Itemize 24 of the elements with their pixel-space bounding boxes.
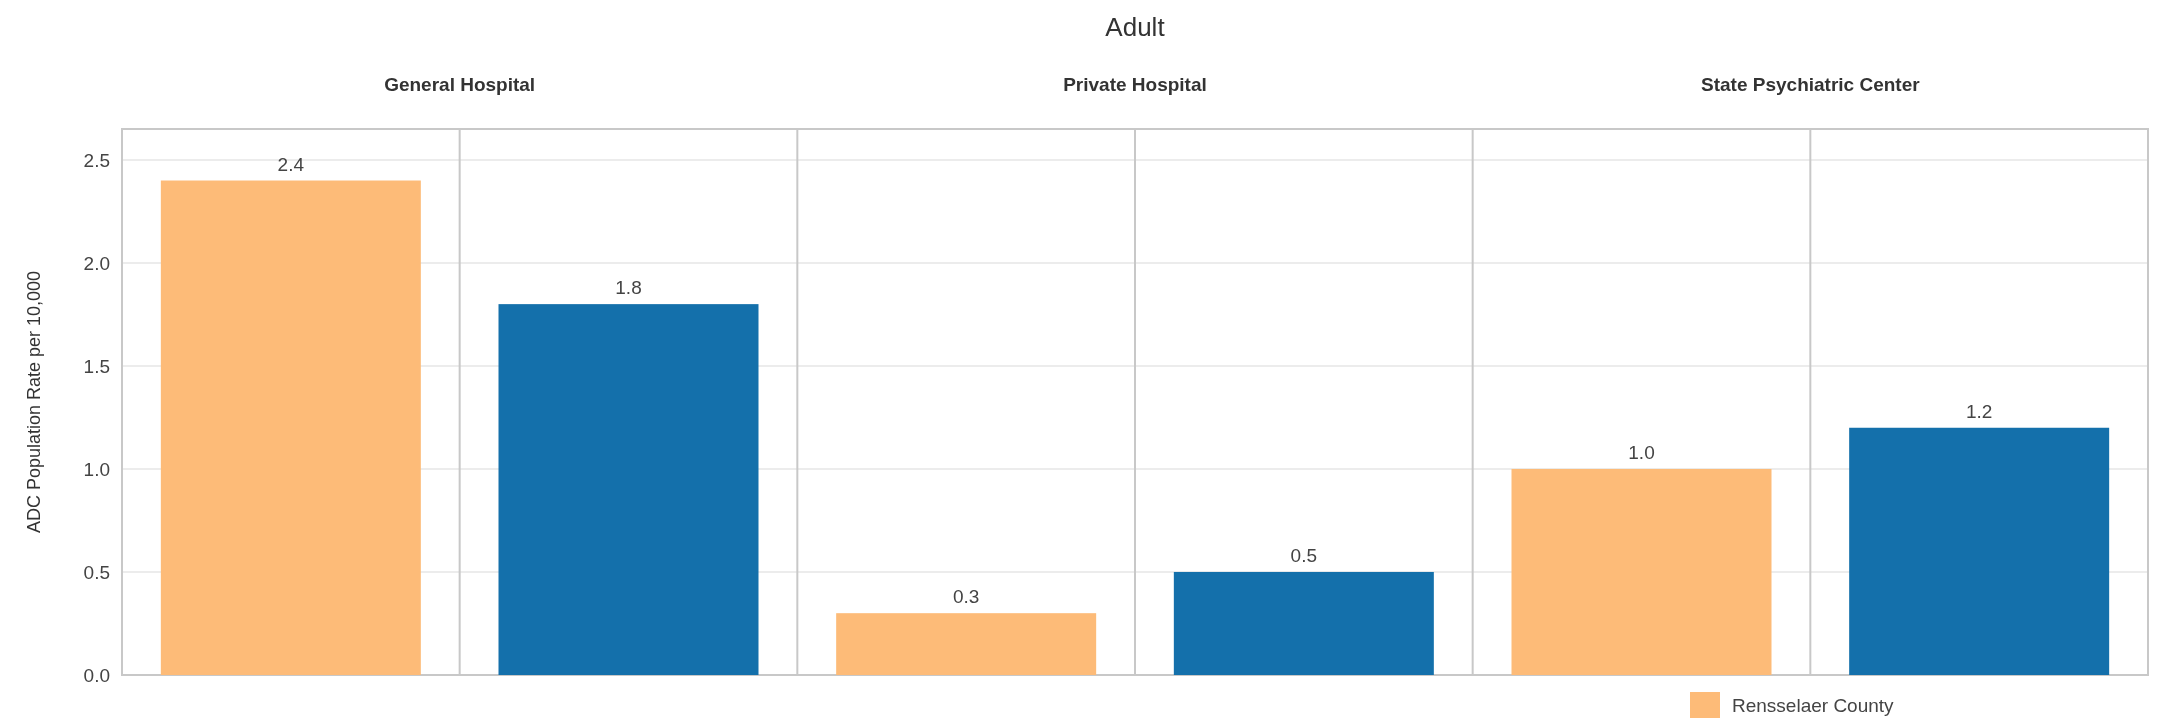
y-tick-label: 1.0 bbox=[83, 458, 110, 480]
data-label: 0.5 bbox=[1290, 544, 1318, 566]
y-tick-label: 2.0 bbox=[83, 252, 110, 274]
y-axis-title: ADC Population Rate per 10,000 bbox=[24, 270, 44, 534]
y-tick-label: 1.5 bbox=[83, 355, 110, 377]
bar bbox=[1173, 571, 1434, 675]
y-tick-label: 0.0 bbox=[83, 664, 110, 686]
data-label: 1.0 bbox=[1628, 441, 1655, 463]
x-tick-label: General Hospital bbox=[384, 74, 536, 95]
bar bbox=[1849, 427, 2110, 675]
data-label: 0.3 bbox=[952, 586, 980, 608]
x-tick-label: Private Hospital bbox=[1063, 74, 1207, 95]
bar bbox=[1511, 468, 1772, 675]
data-label: 2.4 bbox=[277, 153, 305, 175]
x-tick-label: State Psychiatric Center bbox=[1701, 74, 1921, 95]
bar bbox=[498, 304, 759, 675]
data-label: 1.8 bbox=[615, 277, 642, 299]
legend-label: Rensselaer County bbox=[1732, 694, 1895, 716]
y-tick-label: 2.5 bbox=[83, 149, 110, 171]
data-label: 1.2 bbox=[1965, 400, 1993, 422]
bar bbox=[836, 613, 1097, 675]
bar bbox=[160, 180, 421, 675]
chart-title: Adult bbox=[1105, 12, 1166, 42]
y-tick-label: 0.5 bbox=[83, 561, 110, 583]
